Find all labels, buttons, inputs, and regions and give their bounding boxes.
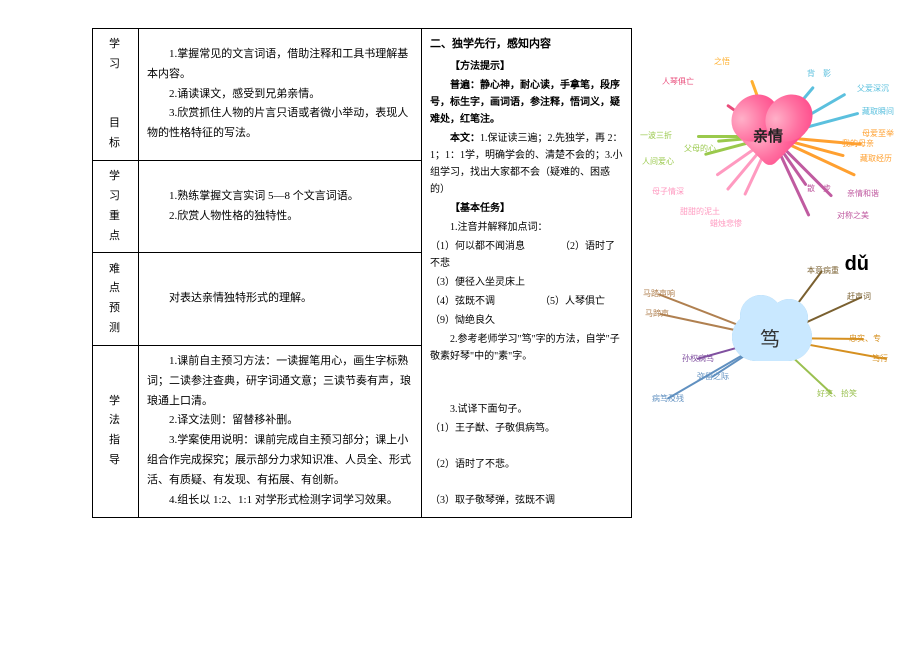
sentence: （1）王子猷、子敬俱病笃。 <box>430 420 623 437</box>
content-line: 3.欣赏抓住人物的片言只语或者微小举动，表现人物的性格特征的写法。 <box>147 104 413 144</box>
row-label: 学 法 指 导 <box>93 345 139 517</box>
label-line: 学 习 <box>101 167 130 207</box>
mindmap-branch-label: 马踏声响 <box>643 288 675 299</box>
mindmap-branch-label: 好笑、拾笑 <box>817 388 857 399</box>
label-line: 学 习 <box>101 35 130 75</box>
item: （5）人琴俱亡 <box>545 296 605 307</box>
pinyin: dǔ <box>845 253 869 276</box>
item-row: （1）何以都不闻消息 （2）语时了不悲 <box>430 238 623 272</box>
row-label: 难 点 预 测 <box>93 253 139 345</box>
row-content: 1.课前自主预习方法：一读握笔用心，画生字标熟词；二读参注查典，研字词通文意；三… <box>139 345 422 517</box>
section-title: 二、独学先行，感知内容 <box>430 35 623 54</box>
label-line: 学 法 <box>101 392 130 432</box>
content-line: 3.学案使用说明：课前完成自主预习部分；课上小组合作完成探究；展示部分力求知识准… <box>147 431 413 490</box>
method-this-label: 本文： <box>450 133 480 144</box>
mindmap-branch-label: 藏取经历 <box>860 153 892 164</box>
mindmap-branch-label: 之悟 <box>714 56 730 67</box>
content-line: 2.译文法则：留替移补删。 <box>147 411 413 431</box>
item: （1）何以都不闻消息 <box>430 241 525 252</box>
study-plan-table: 学 习 目 标 1.掌握常见的文言词语，借助注释和工具书理解基本内容。 2.诵读… <box>92 28 422 518</box>
mindmap-branch-label: 弥留之际 <box>697 371 729 382</box>
item-row: （4）弦既不调 （5）人琴俱亡 <box>430 293 623 310</box>
mindmap-qinqing: 人琴俱亡 之悟背 影父爱深沉藏取瞬间一波三折人间爱心父母的心母子情深甜甜的泥土蜡烛… <box>632 38 902 248</box>
mindmap2-center: 笃 <box>760 323 780 352</box>
sentence: （2）语时了不悲。 <box>430 456 623 473</box>
mindmap-branch-label: 本意病重 <box>807 265 839 276</box>
mindmap-branch-label: 藏取瞬间 <box>862 106 894 117</box>
mindmap-branch-label: 母子情深 <box>652 186 684 197</box>
mindmap-branch-label: 背 影 <box>807 68 831 79</box>
mindmap-du: dǔ 本意病重赶声词忠实、专笃行好笑、拾笑 马蹄声 马踏声响病笃及残 弥留之际 孙权病笃… <box>637 253 897 433</box>
method-general: 普遍：静心神，耐心读，手拿笔，段序号，标生字，画词语，参注释，悟词义，疑难处，红… <box>430 77 623 128</box>
task2: 2.参考老师学习"笃"字的方法，自学"子敬素好琴"中的"素"字。 <box>430 331 623 365</box>
mindmap-area: 人琴俱亡 之悟背 影父爱深沉藏取瞬间一波三折人间爱心父母的心母子情深甜甜的泥土蜡烛… <box>632 28 902 518</box>
mindmap-branch-label: 父爱深沉 <box>857 83 889 94</box>
mindmap-branch-label: 亲情和谐 <box>847 188 879 199</box>
content-line: 2.欣赏人物性格的独特性。 <box>147 207 413 227</box>
task3: 3.试译下面句子。 <box>430 401 623 418</box>
label-line: 目 标 <box>101 114 130 154</box>
cloud-icon: 笃 <box>732 313 812 361</box>
mindmap-branch-label: 赶声词 <box>847 291 871 302</box>
content-line: 2.诵读课文，感受到兄弟亲情。 <box>147 85 413 105</box>
item: （9）恸绝良久 <box>430 312 623 329</box>
method-this: 本文：1.保证读三遍；2.先独学，再 2：1；1：1学，明确学会的、清楚不会的；… <box>430 130 623 198</box>
task1: 1.注音并解释加点词： <box>430 219 623 236</box>
mindmap1-center: 亲情 <box>753 125 783 146</box>
sentence: （3）取子敬琴弹，弦既不调 <box>430 492 623 509</box>
row-content: 对表达亲情独特形式的理解。 <box>139 253 422 345</box>
mindmap-branch-label: 人琴俱亡 <box>662 76 694 87</box>
row-label: 学 习 重 点 <box>93 161 139 253</box>
content-line: 对表达亲情独特形式的理解。 <box>147 289 413 309</box>
task-label: 【基本任务】 <box>430 200 623 217</box>
label-line: 难 点 <box>101 260 130 300</box>
mindmap-branch-label: 笃行 <box>872 353 888 364</box>
mindmap-branch-label: 马蹄声 <box>645 308 669 319</box>
method-general-text: 普遍：静心神，耐心读，手拿笔，段序号，标生字，画词语，参注释，悟词义，疑难处，红… <box>430 80 620 125</box>
content-line: 1.熟练掌握文言实词 5—8 个文言词语。 <box>147 187 413 207</box>
mindmap-branch-label: 对称之美 <box>837 210 869 221</box>
label-line: 预 测 <box>101 299 130 339</box>
heart-icon: 亲情 <box>747 113 797 157</box>
mindmap-branch-label: 一波三折 <box>640 130 672 141</box>
item: （4）弦既不调 <box>430 296 495 307</box>
item: （3）便径入坐灵床上 <box>430 274 623 291</box>
content-line: 1.掌握常见的文言词语，借助注释和工具书理解基本内容。 <box>147 45 413 85</box>
content-line: 4.组长以 1:2、1:1 对学形式检测字词学习效果。 <box>147 491 413 511</box>
label-line: 指 导 <box>101 431 130 471</box>
row-label: 学 习 目 标 <box>93 29 139 161</box>
row-content: 1.熟练掌握文言实词 5—8 个文言词语。 2.欣赏人物性格的独特性。 <box>139 161 422 253</box>
mindmap-branch-label: 人间爱心 <box>642 156 674 167</box>
row-content: 1.掌握常见的文言词语，借助注释和工具书理解基本内容。 2.诵读课文，感受到兄弟… <box>139 29 422 161</box>
method-hint-label: 【方法提示】 <box>430 58 623 75</box>
mindmap-branch-label: 母爱至举 <box>862 128 894 139</box>
independent-study-column: 二、独学先行，感知内容 【方法提示】 普遍：静心神，耐心读，手拿笔，段序号，标生… <box>422 28 632 518</box>
mindmap-branch-label: 忠实、专 <box>849 333 881 344</box>
mindmap-branch-label: 孙权病笃 <box>682 353 714 364</box>
mindmap-branch-label: 蜡烛悲惨 <box>710 218 742 229</box>
label-line: 重 点 <box>101 207 130 247</box>
mindmap-branch-label: 父母的心 <box>684 143 716 154</box>
mindmap-branch-label: 病笃及残 <box>652 393 684 404</box>
mindmap-branch-label: 甜甜的泥土 <box>680 206 720 217</box>
content-line: 1.课前自主预习方法：一读握笔用心，画生字标熟词；二读参注查典，研字词通文意；三… <box>147 352 413 411</box>
